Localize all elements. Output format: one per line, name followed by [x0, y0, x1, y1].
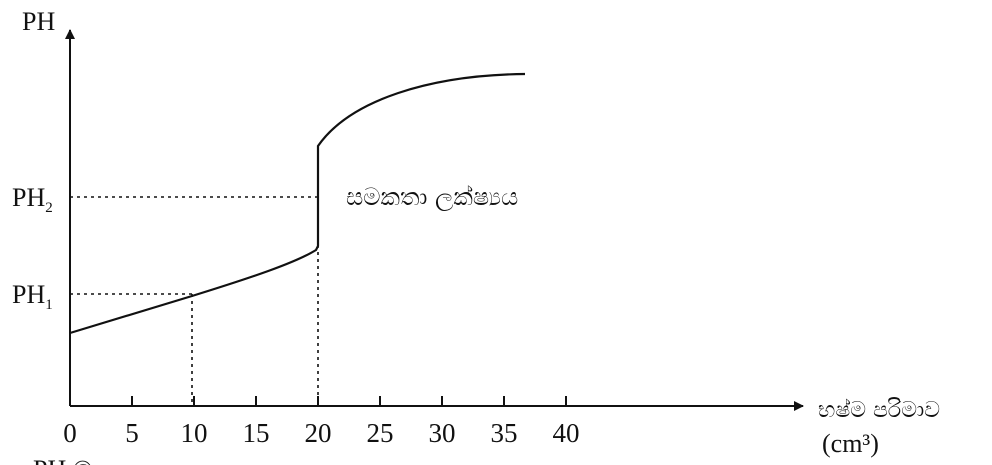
y-axis-label: PH [22, 7, 55, 36]
x-axis-label: භෂ්ම පරිමාව [818, 397, 940, 423]
y-mark-ph2: PH2 [12, 183, 53, 216]
titration-curve [69, 72, 526, 335]
x-tick-label-30: 30 [429, 418, 456, 448]
x-tick-label-20: 20 [305, 418, 332, 448]
bottom-text-fragment: PH © [33, 455, 93, 465]
x-tick-label-5: 5 [125, 418, 139, 448]
x-tick-label-25: 25 [367, 418, 394, 448]
x-ticks: 0 5 10 15 20 25 30 35 40 [63, 396, 580, 448]
y-mark-ph1: PH1 [12, 280, 53, 313]
x-tick-label-40: 40 [553, 418, 580, 448]
x-tick-label-15: 15 [243, 418, 270, 448]
x-tick-label-35: 35 [491, 418, 518, 448]
x-tick-label-0: 0 [63, 418, 77, 448]
equivalence-point-label: සමකතා ලක්ෂ්‍යය [346, 183, 518, 211]
x-axis-unit: (cm³) [822, 429, 879, 458]
x-tick-label-10: 10 [181, 418, 208, 448]
